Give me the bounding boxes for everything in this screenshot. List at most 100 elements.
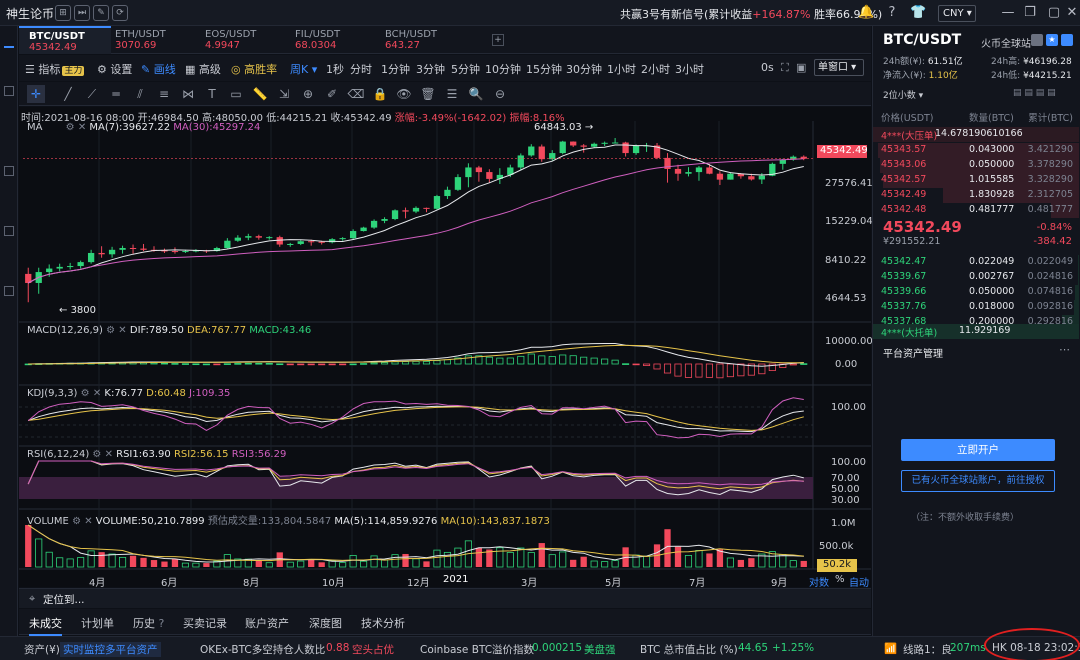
interval-5m[interactable]: 5分钟 (451, 63, 480, 76)
ma-close-icon[interactable]: ✕ (77, 122, 87, 133)
bell-icon[interactable]: 🔔 (858, 5, 875, 20)
copy-icon[interactable] (1031, 34, 1043, 46)
macd-settings-icon[interactable]: ⚙ (106, 325, 116, 336)
ask-big-order[interactable]: 4***(大压单) 14.678190610166 (873, 127, 1079, 142)
signal-ticker[interactable]: 共赢3号有新信号(累计收益+164.87% 胜率66.99%) (620, 6, 882, 22)
tab-technical-analysis[interactable]: 技术分析 (361, 617, 405, 630)
location-icon[interactable]: ⌖ (29, 592, 36, 605)
rsi-close-icon[interactable]: ✕ (104, 449, 113, 460)
kline-chart[interactable]: 时间:2021-08-16 08:00 开:46984.50 高:48050.0… (19, 107, 873, 589)
decimals-select[interactable]: 2位小数 ▾ (883, 91, 924, 101)
add-tab-icon[interactable]: + (492, 34, 504, 46)
kdj-close-icon[interactable]: ✕ (92, 388, 102, 399)
ask-row[interactable]: 45343.57 0.043000 3.421290 (873, 143, 1079, 158)
close-icon[interactable]: ✕ (1066, 5, 1078, 20)
sidebar-icon-c[interactable] (4, 226, 14, 236)
tab-depth-chart[interactable]: 深度图 (309, 617, 342, 630)
star-icon[interactable]: ★ (1046, 34, 1058, 46)
shirt-icon[interactable]: 👕 (910, 5, 927, 20)
open-account-button[interactable]: 立即开户 (901, 439, 1055, 461)
zoom-in-tool-icon[interactable]: 🔍 (468, 87, 484, 101)
interval-3h[interactable]: 3小时 (675, 63, 704, 76)
ma-settings-icon[interactable]: ⚙ (65, 122, 75, 133)
volume-settings-icon[interactable]: ⚙ (72, 516, 82, 527)
bid-row[interactable]: 45342.47 0.022049 0.022049 (873, 255, 1079, 270)
ask-row[interactable]: 45342.57 1.015585 3.328290 (873, 173, 1079, 188)
indicator-button[interactable]: ☰ 指标 主力 (25, 63, 85, 76)
tab-fil-usdt[interactable]: FIL/USDT 68.0304 (285, 26, 377, 54)
bid-row[interactable]: 45339.66 0.050000 0.074816 (873, 285, 1079, 300)
interval-30m[interactable]: 30分钟 (566, 63, 602, 76)
ask-row[interactable]: 45342.48 0.481777 0.481777 (873, 203, 1079, 218)
interval-1h[interactable]: 1小时 (607, 63, 636, 76)
sidebar-icon-a[interactable] (4, 86, 14, 96)
draw-button[interactable]: ✎ 画线 (141, 63, 176, 76)
advanced-button[interactable]: ▦ 高级 (185, 63, 221, 76)
restore-icon[interactable]: ❐ (1024, 5, 1036, 20)
interval-15m[interactable]: 15分钟 (526, 63, 562, 76)
skip-icon[interactable]: ⏭ (74, 5, 90, 21)
currency-select[interactable]: CNY ▾ (938, 5, 976, 22)
tab-eos-usdt[interactable]: EOS/USDT 4.9947 (195, 26, 287, 54)
rsi-settings-icon[interactable]: ⚙ (92, 449, 102, 460)
bid-row[interactable]: 45337.76 0.018000 0.092816 (873, 300, 1079, 315)
interval-1m[interactable]: 1分钟 (381, 63, 410, 76)
eye-tool-icon[interactable]: 👁 (396, 87, 412, 101)
interval-2h[interactable]: 2小时 (641, 63, 670, 76)
auto-scale-toggle[interactable]: 自动 (849, 578, 869, 589)
tab-btc-usdt[interactable]: BTC/USDT 45342.49 (19, 26, 111, 54)
measure-tool-icon[interactable]: ⇲ (278, 87, 290, 101)
pattern-tool-icon[interactable]: ⋈ (182, 87, 194, 101)
interval-3m[interactable]: 3分钟 (416, 63, 445, 76)
refresh-icon[interactable]: ⟳ (112, 5, 128, 21)
week-k-select[interactable]: 周K ▾ (290, 63, 318, 76)
winrate-button[interactable]: ◎ 高胜率 (231, 63, 278, 76)
rect-tool-icon[interactable]: ▭ (230, 87, 242, 101)
text-tool-icon[interactable]: T (208, 87, 216, 101)
chart-svg[interactable] (19, 107, 871, 587)
minimize-icon[interactable]: — (1001, 5, 1015, 20)
help-icon[interactable]: ? (888, 5, 896, 20)
bid-row[interactable]: 45339.67 0.002767 0.024816 (873, 270, 1079, 285)
tab-bch-usdt[interactable]: BCH/USDT 643.27 (375, 26, 467, 54)
percent-scale-toggle[interactable]: % (835, 574, 845, 585)
eraser-tool-icon[interactable]: ⌫ (347, 87, 365, 101)
fullscreen-icon[interactable]: ⛶ (781, 61, 789, 74)
stack-tool-icon[interactable]: ☰ (446, 87, 458, 101)
interval-10m[interactable]: 10分钟 (485, 63, 521, 76)
brush-tool-icon[interactable]: ✐ (326, 87, 338, 101)
crosshair-tool-icon[interactable]: ✛ (27, 85, 45, 103)
tab-trade-records[interactable]: 买卖记录 (183, 617, 227, 630)
monitor-link[interactable]: 实时监控多平台资产 (60, 642, 161, 657)
tab-history[interactable]: 历史 ? (133, 615, 164, 631)
hline-tool-icon[interactable]: ═ (112, 87, 120, 101)
channel-tool-icon[interactable]: ⫽ (137, 87, 143, 101)
ray-tool-icon[interactable]: ⟋ (87, 87, 97, 101)
more-icon[interactable]: ⋯ (1059, 343, 1070, 356)
ruler-tool-icon[interactable]: 📏 (252, 87, 268, 101)
alert-icon[interactable] (1061, 34, 1073, 46)
sidebar-icon-b[interactable] (4, 166, 14, 176)
ask-row[interactable]: 45343.06 0.050000 3.378290 (873, 158, 1079, 173)
locate-button[interactable]: 定位到... (43, 594, 85, 606)
single-window-select[interactable]: 单窗口 ▾ (814, 59, 864, 76)
interval-timeshare[interactable]: 分时 (350, 63, 372, 76)
tab-plan-orders[interactable]: 计划单 (81, 617, 114, 630)
interval-1s[interactable]: 1秒 (326, 63, 344, 76)
orderbook-view-icons[interactable]: ▤ ▤ ▤ ▤ (1013, 88, 1056, 98)
volume-close-icon[interactable]: ✕ (84, 516, 93, 527)
ask-row[interactable]: 45342.49 1.830928 2.312705 (873, 188, 1079, 203)
authorize-button[interactable]: 已有火币全球站账户，前往授权 (901, 470, 1055, 492)
tab-eth-usdt[interactable]: ETH/USDT 3070.69 (105, 26, 197, 54)
bid-big-order[interactable]: 4***(大托单) 11.929169 (873, 324, 1079, 339)
tab-open-orders[interactable]: 未成交 (29, 615, 62, 636)
tab-account-assets[interactable]: 账户资产 (245, 617, 289, 630)
lock-tool-icon[interactable]: 🔒 (372, 87, 388, 101)
edit-icon[interactable]: ✎ (93, 5, 109, 21)
sidebar-icon-d[interactable] (4, 286, 14, 296)
layout-icon[interactable]: ⊞ (55, 5, 71, 21)
line-status[interactable]: 线路1：良 (903, 644, 952, 656)
log-scale-toggle[interactable]: 对数 (809, 578, 829, 589)
screenshot-icon[interactable]: ▣ (796, 61, 807, 74)
line-tool-icon[interactable]: ╱ (64, 87, 72, 101)
